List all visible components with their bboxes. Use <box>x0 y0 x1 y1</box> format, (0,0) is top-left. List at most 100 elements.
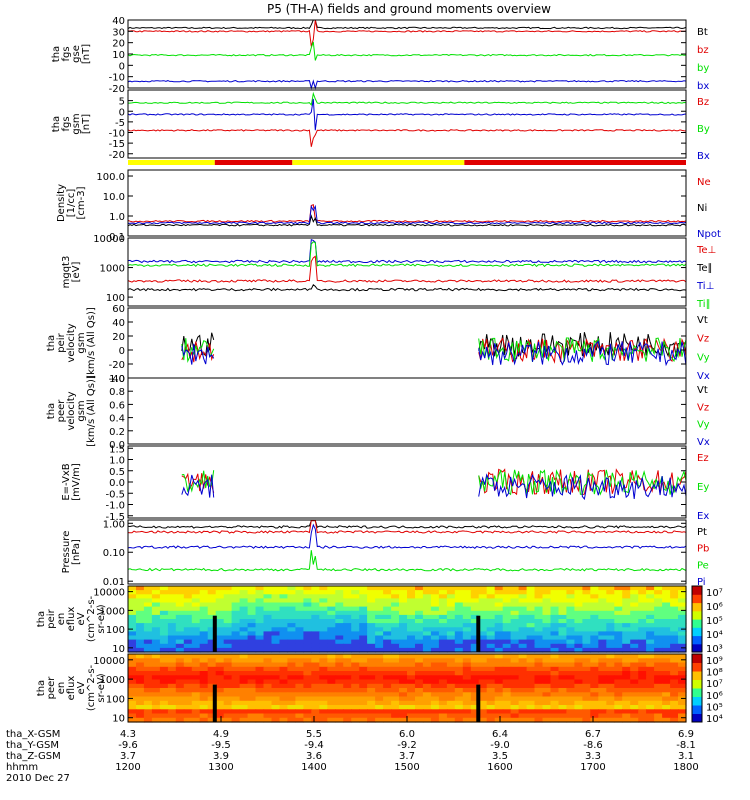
colorbar-segment <box>692 671 702 680</box>
spectrogram-cell <box>159 666 169 672</box>
y-axis-label: tha <box>36 611 47 627</box>
colorbar-segment <box>692 627 702 637</box>
spectrogram-cell <box>430 631 440 637</box>
spectrogram-cell <box>662 647 671 653</box>
spectrogram-cell <box>271 627 281 632</box>
y-axis-label: Density <box>56 184 67 222</box>
spectrogram-cell <box>494 700 504 706</box>
spectrogram-cell <box>678 627 687 632</box>
spectrogram-cell <box>311 658 320 664</box>
spectrogram-cell <box>319 586 328 591</box>
spectrogram-cell <box>470 717 480 723</box>
spectrogram-cell <box>223 700 233 706</box>
spectrogram-cell <box>542 713 552 719</box>
spectrogram-cell <box>319 662 328 668</box>
spectrogram-cell <box>271 662 281 668</box>
spectrogram-cell <box>335 619 344 624</box>
spectrogram-cell <box>215 696 225 702</box>
spectrogram-cell <box>566 709 575 715</box>
spectrogram-cell <box>167 671 177 676</box>
spectrogram-cell <box>207 713 217 719</box>
spectrogram-cell <box>287 606 296 612</box>
spectrogram-cell <box>263 586 273 591</box>
spectrogram-cell <box>351 662 360 668</box>
spectrogram-cell <box>375 598 384 604</box>
spectrogram-cell <box>534 606 544 612</box>
spectrogram-cell <box>526 590 536 595</box>
spectrogram-cell <box>159 662 169 668</box>
spectrogram-cell <box>614 717 623 723</box>
spectrogram-cell <box>255 627 265 632</box>
spectrogram-cell <box>319 666 328 672</box>
spectrogram-cell <box>542 639 552 645</box>
spectrogram-cell <box>422 606 432 612</box>
spectrogram-cell <box>359 696 368 702</box>
spectrogram-cell <box>606 717 615 723</box>
spectrogram-cell <box>430 586 440 591</box>
spectrogram-cell <box>566 658 575 664</box>
spectrogram-cell <box>319 688 328 693</box>
spectrogram-cell <box>510 614 520 620</box>
spectrogram-cell <box>630 654 639 659</box>
spectrogram-cell <box>175 623 185 628</box>
spectrogram-cell <box>638 666 647 672</box>
spectrogram-cell <box>351 635 360 641</box>
spectrogram-cell <box>159 614 169 620</box>
spectrogram-cell <box>391 631 400 637</box>
spectrogram-cell <box>662 696 671 702</box>
spectrogram-cell <box>622 658 631 664</box>
spectrogram-cell <box>128 662 137 668</box>
spectrogram-cell <box>407 666 416 672</box>
spectrogram-cell <box>438 594 448 599</box>
spectrogram-cell <box>502 627 512 632</box>
spectrogram-cell <box>183 586 193 591</box>
legend-Ez: Ez <box>697 453 709 464</box>
spectrogram-cell <box>550 683 560 689</box>
spectrogram-cell <box>654 643 663 649</box>
spectrogram-cell <box>399 623 408 628</box>
spectrogram-cell <box>574 717 583 723</box>
spectrogram-cell <box>311 631 320 637</box>
spectrogram-cell <box>247 679 257 685</box>
spectrogram-cell <box>486 675 496 681</box>
spectrogram-cell <box>383 662 392 668</box>
spectrogram-cell <box>614 598 623 604</box>
spectrogram-cell <box>622 610 631 616</box>
legend-bz: bz <box>697 45 709 56</box>
panel-frame <box>127 89 687 159</box>
spectrogram-cell <box>335 639 344 645</box>
spectrogram-cell <box>295 654 304 659</box>
colorbar-segment <box>692 688 702 697</box>
spectrogram-cell <box>470 696 480 702</box>
x-row-value: 4.9 <box>213 729 229 740</box>
spectrogram-cell <box>462 688 472 693</box>
spectrogram-cell <box>566 647 575 653</box>
spectrogram-cell <box>550 696 560 702</box>
spectrogram-cell <box>622 602 631 608</box>
spectrogram-cell <box>343 598 352 604</box>
spectrogram-cell <box>422 679 432 685</box>
spectrogram-cell <box>143 683 153 689</box>
spectrogram-cell <box>215 662 225 668</box>
spectrogram-cell <box>303 631 312 637</box>
spectrogram-cell <box>638 623 647 628</box>
spectrogram-cell <box>287 654 296 659</box>
spectrogram-cell <box>470 619 480 624</box>
spectrogram-cell <box>239 619 249 624</box>
spectrogram-cell <box>510 602 520 608</box>
spectrogram-cell <box>327 590 336 595</box>
panel-frame <box>127 169 687 237</box>
spectrogram-cell <box>263 705 273 710</box>
spectrogram-cell <box>295 662 304 668</box>
spectrogram-cell <box>590 635 599 641</box>
spectrogram-cell <box>438 679 448 685</box>
spectrogram-cell <box>598 598 607 604</box>
spectrogram-cell <box>255 675 265 681</box>
spectrogram-cell <box>662 679 671 685</box>
spectrogram-cell <box>359 619 368 624</box>
spectrogram-cell <box>438 713 448 719</box>
spectrogram-cell <box>239 647 249 653</box>
legend-Ex: Ex <box>697 511 709 522</box>
spectrogram-cell <box>566 623 575 628</box>
